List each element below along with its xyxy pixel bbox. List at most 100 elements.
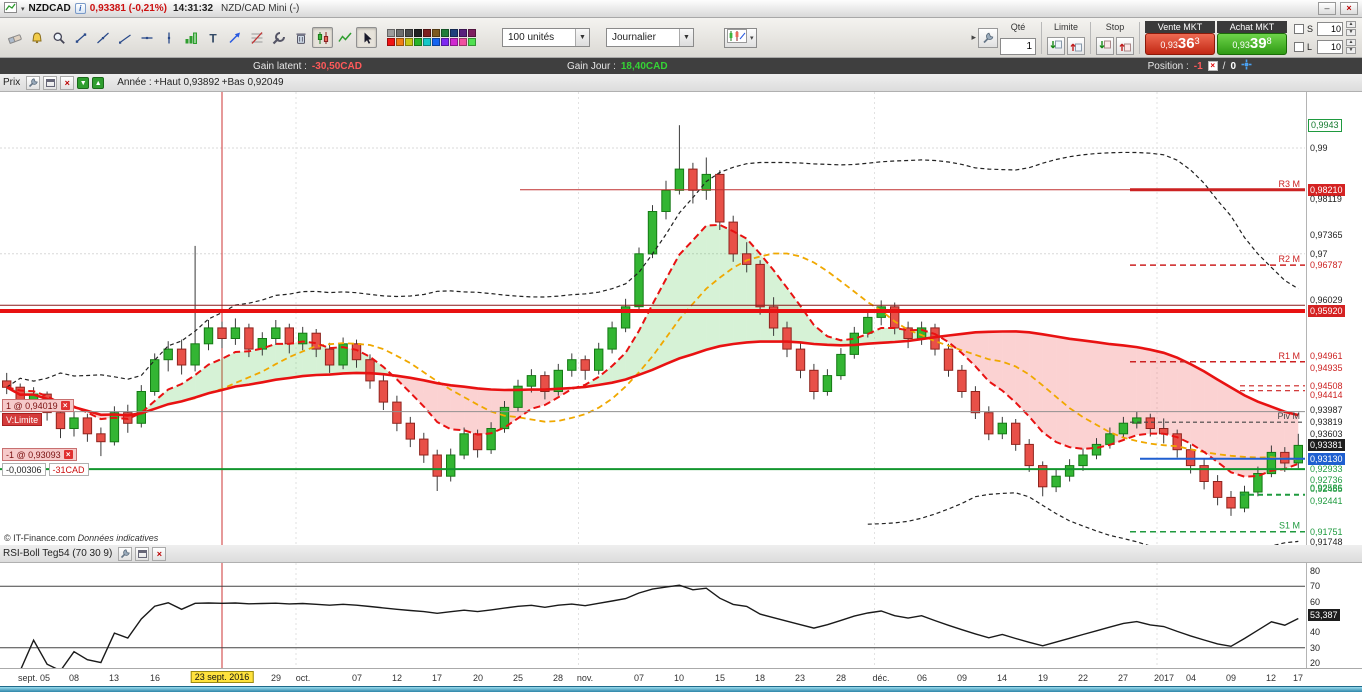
window-icon[interactable] [135, 546, 150, 561]
eraser-icon[interactable] [4, 27, 25, 48]
year-stats: Année : +Haut 0,93892 +Bas 0,92049 [117, 77, 284, 88]
indicator-icon[interactable] [180, 27, 201, 48]
buy-market-button[interactable]: 0,93 39 8 [1217, 32, 1287, 55]
ray-icon[interactable] [114, 27, 135, 48]
time-axis-label: 20 [472, 673, 484, 683]
close-position-icon[interactable]: × [1207, 61, 1218, 71]
price-axis-label: 0,97365 [1310, 230, 1343, 240]
time-axis-label: déc. [872, 673, 890, 683]
close-icon[interactable]: × [60, 75, 75, 90]
limit-checkbox[interactable] [1294, 41, 1304, 52]
wrench-icon[interactable] [118, 546, 133, 561]
color-swatch[interactable] [414, 29, 422, 37]
period-select-value: Journalier [612, 32, 656, 43]
color-swatch[interactable] [387, 29, 395, 37]
time-axis-label: 07 [351, 673, 363, 683]
sell-market-button[interactable]: 0,93 36 3 [1145, 32, 1215, 55]
collapse-panel-icon[interactable]: ▸ [971, 32, 976, 42]
arrows-tool-icon[interactable] [224, 27, 245, 48]
color-swatch[interactable] [405, 29, 413, 37]
limit-distance-input[interactable] [1317, 39, 1343, 54]
color-swatch[interactable] [450, 38, 458, 46]
trendline-icon[interactable] [92, 27, 113, 48]
alarm-icon[interactable] [26, 27, 47, 48]
position-pnl-label: -0,00306 -31CAD [2, 463, 89, 476]
drawing-tools: T [4, 27, 377, 48]
stepper-icon[interactable]: ▲ ▼ [1346, 39, 1356, 54]
wrench-icon[interactable] [26, 75, 41, 90]
stop-checkbox[interactable] [1294, 23, 1304, 34]
window-titlebar[interactable]: ▾ NZDCAD i 0,93381 (-0,21%) 14:31:32 NZD… [0, 0, 1362, 18]
tools-icon[interactable] [268, 27, 289, 48]
status-bar [0, 686, 1362, 692]
close-icon[interactable]: × [152, 546, 167, 561]
horizontal-line-icon[interactable] [136, 27, 157, 48]
close-position-icon[interactable]: × [63, 450, 73, 459]
chevron-down-icon: ▼ [575, 29, 589, 46]
limit-sell-button[interactable] [1067, 36, 1085, 55]
order-settings-button[interactable] [978, 27, 998, 48]
day-pnl-label: Gain Jour : [566, 60, 616, 72]
stop-sell-button[interactable] [1116, 36, 1134, 55]
color-swatch[interactable] [468, 29, 476, 37]
color-swatch[interactable] [468, 38, 476, 46]
window-icon[interactable] [43, 75, 58, 90]
line-mode-icon[interactable] [334, 27, 355, 48]
stop-buy-button[interactable] [1096, 36, 1114, 55]
price-axis-label: 0,92586 [1310, 483, 1343, 493]
color-swatch[interactable] [432, 29, 440, 37]
expand-down-icon[interactable]: ▼ [77, 76, 90, 89]
text-tool-icon[interactable]: T [202, 27, 223, 48]
time-axis-label: 25 [512, 673, 524, 683]
selected-date-label: 23 sept. 2016 [190, 671, 254, 683]
cursor-icon[interactable] [356, 27, 377, 48]
rsi-chart[interactable] [0, 563, 1362, 668]
color-swatch[interactable] [396, 29, 404, 37]
price-axis-label: 0,92441 [1310, 496, 1343, 506]
time-axis-label: 09 [1225, 673, 1237, 683]
cancel-order-icon[interactable]: × [60, 401, 70, 410]
chevron-down-icon: ▾ [750, 34, 754, 42]
units-select[interactable]: 100 unités ▼ [502, 28, 590, 47]
chevron-down-icon[interactable]: ▾ [21, 5, 25, 13]
color-swatch[interactable] [414, 38, 422, 46]
minimize-button[interactable]: – [1318, 2, 1336, 15]
color-swatch[interactable] [405, 38, 413, 46]
segment-icon[interactable] [70, 27, 91, 48]
color-swatch[interactable] [396, 38, 404, 46]
color-swatch[interactable] [441, 29, 449, 37]
color-swatch[interactable] [441, 38, 449, 46]
close-button[interactable]: × [1340, 2, 1358, 15]
chevron-down-icon: ▼ [679, 29, 693, 46]
quantity-input[interactable] [1000, 37, 1036, 55]
position-options-icon[interactable] [1241, 59, 1252, 73]
expand-up-icon[interactable]: ▲ [92, 76, 105, 89]
time-axis-label: 13 [108, 673, 120, 683]
color-swatch[interactable] [387, 38, 395, 46]
vertical-line-icon[interactable] [158, 27, 179, 48]
color-swatch[interactable] [423, 29, 431, 37]
limit-buy-button[interactable] [1047, 36, 1065, 55]
panel-title: Prix [3, 77, 21, 88]
color-swatch[interactable] [423, 38, 431, 46]
time-readout: 14:31:32 [173, 3, 214, 14]
candlestick-mode-icon[interactable] [312, 27, 333, 48]
stepper-icon[interactable]: ▲ ▼ [1346, 21, 1356, 36]
color-swatch[interactable] [450, 29, 458, 37]
position-separator: / [1222, 60, 1226, 72]
rsi-axis-label: 70 [1310, 581, 1321, 591]
stop-distance-input[interactable] [1317, 21, 1343, 36]
price-axis-label: 0,93381 [1308, 439, 1345, 451]
trash-icon[interactable] [290, 27, 311, 48]
fibonacci-icon[interactable] [246, 27, 267, 48]
price-chart[interactable]: R3 M R2 M R1 M Piv M S1 M [0, 92, 1362, 545]
period-select[interactable]: Journalier ▼ [606, 28, 694, 47]
time-axis-label: 27 [1117, 673, 1129, 683]
zoom-icon[interactable] [48, 27, 69, 48]
chart-style-button[interactable]: ▾ [724, 27, 757, 48]
color-swatch[interactable] [432, 38, 440, 46]
color-swatch[interactable] [459, 38, 467, 46]
color-swatch[interactable] [459, 29, 467, 37]
info-icon[interactable]: i [74, 3, 86, 14]
